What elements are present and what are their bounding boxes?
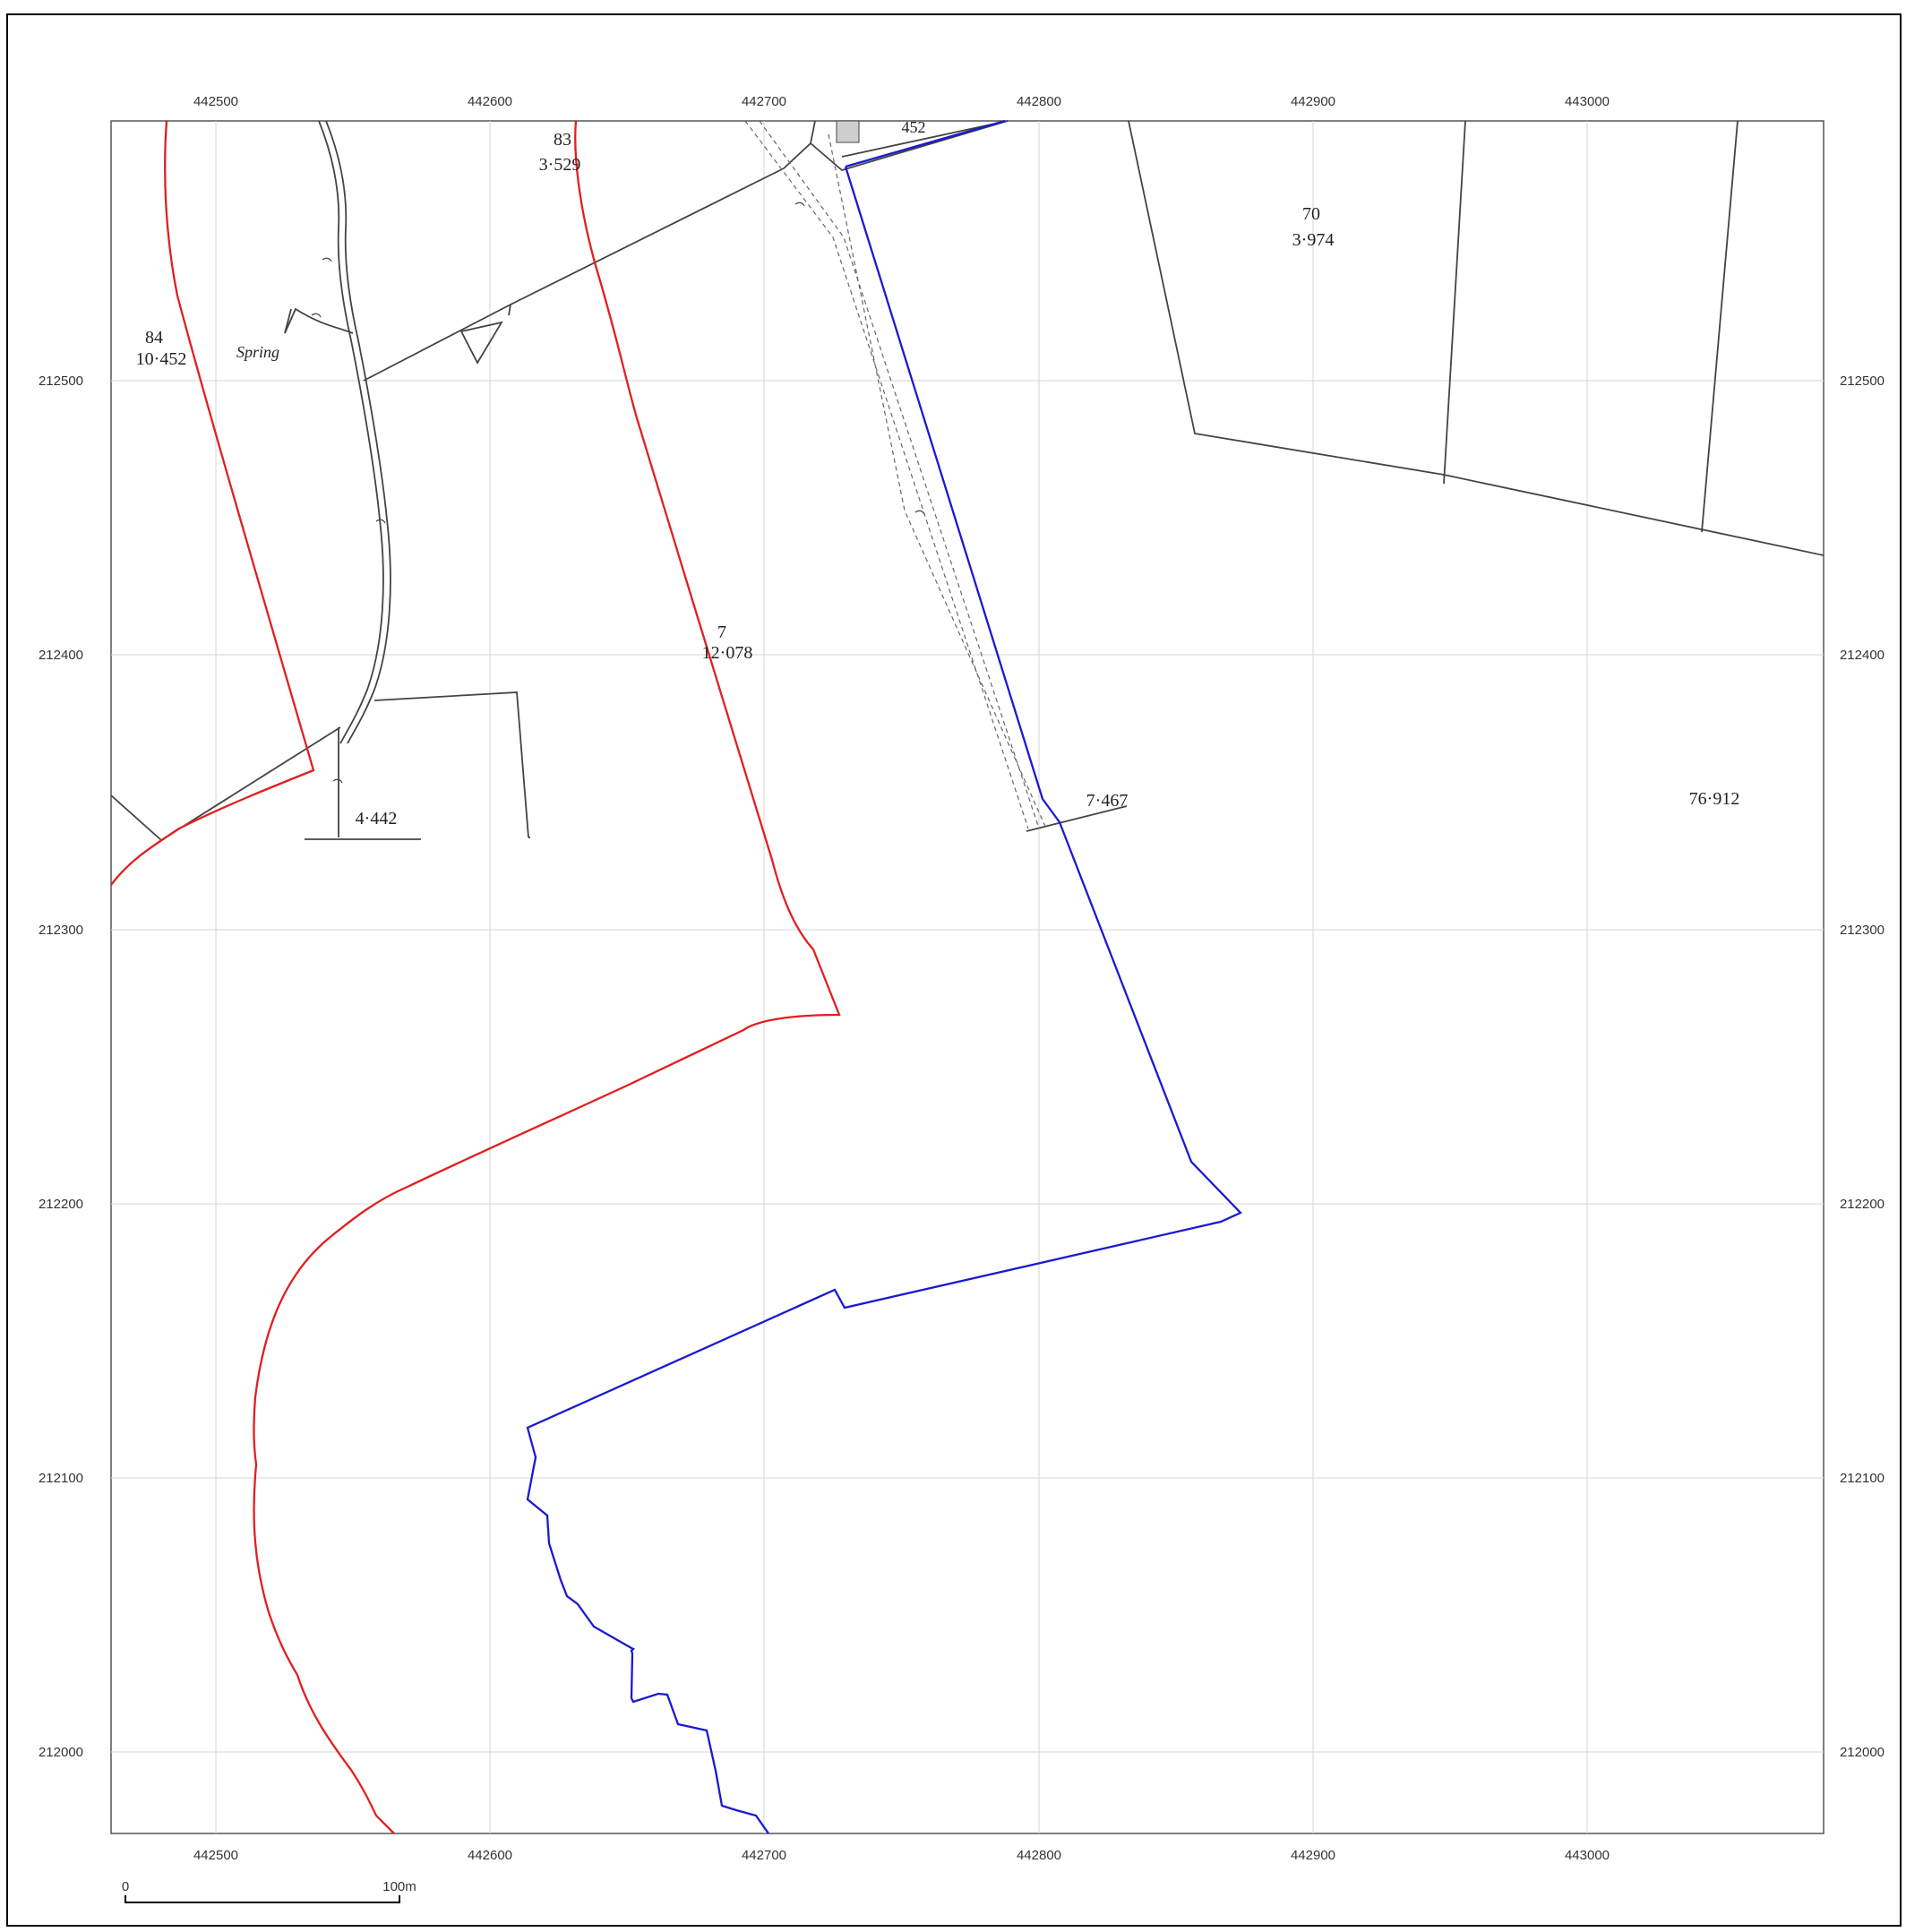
boundary-marks — [311, 202, 925, 784]
parcel-labels: 83 3·529 84 10·452 Spring 70 3·974 7 12·… — [136, 118, 1740, 829]
easting-labels-top: 442500 442600 442700 442800 442900 44300… — [193, 94, 1610, 109]
parcel-4442-area: 4·442 — [356, 809, 398, 829]
northing-tick-right: 212100 — [1840, 1471, 1885, 1486]
building — [836, 120, 860, 143]
northing-tick-left: 212400 — [39, 648, 83, 663]
northing-tick-right: 212000 — [1840, 1745, 1885, 1760]
spring-label: Spring — [236, 343, 279, 361]
scale-bar-line — [124, 1895, 400, 1903]
easting-tick-top: 443000 — [1565, 94, 1610, 109]
easting-tick-bottom: 442500 — [193, 1848, 238, 1863]
northing-tick-right: 212400 — [1840, 648, 1885, 663]
field-boundaries — [110, 120, 1824, 842]
blue-boundary[interactable] — [526, 119, 1242, 1834]
northing-labels-left: 212500 212400 212300 212200 212100 21200… — [39, 374, 83, 1760]
northing-tick-right: 212300 — [1840, 923, 1885, 938]
easting-tick-bottom: 442900 — [1291, 1848, 1335, 1863]
easting-tick-top: 442600 — [468, 94, 512, 109]
parcel-76912-area: 76·912 — [1689, 789, 1740, 809]
northing-labels-right: 212500 212400 212300 212200 212100 21200… — [1840, 374, 1885, 1760]
easting-tick-bottom: 443000 — [1565, 1848, 1610, 1863]
parcel-84-number: 84 — [145, 328, 163, 348]
track-dashed — [744, 120, 1047, 829]
scale-bar: 0 100m — [122, 1879, 416, 1903]
parcel-70-area: 3·974 — [1292, 230, 1335, 250]
northing-tick-left: 212000 — [39, 1745, 83, 1760]
scale-bar-start: 0 — [122, 1879, 129, 1894]
northing-tick-right: 212200 — [1840, 1197, 1885, 1212]
easting-tick-bottom: 442600 — [468, 1848, 512, 1863]
map-frame — [6, 13, 1902, 1927]
northing-tick-left: 212100 — [39, 1471, 83, 1486]
easting-tick-bottom: 442800 — [1017, 1848, 1061, 1863]
grid-lines — [111, 121, 1824, 1833]
parcel-452-label: 452 — [902, 118, 926, 136]
easting-labels-bottom: 442500 442600 442700 442800 442900 44300… — [193, 1848, 1610, 1863]
parcel-83-area: 3·529 — [539, 155, 581, 175]
parcel-7467-area: 7·467 — [1086, 791, 1129, 811]
scale-bar-end: 100m — [382, 1879, 416, 1894]
easting-tick-bottom: 442700 — [742, 1848, 786, 1863]
red-boundary — [110, 120, 841, 1834]
parcel-83-number: 83 — [554, 130, 571, 150]
northing-tick-right: 212500 — [1840, 374, 1885, 389]
parcel-7-number: 7 — [717, 623, 726, 642]
northing-tick-left: 212300 — [39, 923, 83, 938]
northing-tick-left: 212500 — [39, 374, 83, 389]
map-panel — [110, 120, 1824, 1834]
parcel-84-area: 10·452 — [136, 349, 187, 369]
easting-tick-top: 442900 — [1291, 94, 1335, 109]
easting-tick-top: 442500 — [193, 94, 238, 109]
easting-tick-top: 442700 — [742, 94, 786, 109]
northing-tick-left: 212200 — [39, 1197, 83, 1212]
parcel-7-area: 12·078 — [702, 643, 753, 663]
easting-tick-top: 442800 — [1017, 94, 1061, 109]
parcel-70-number: 70 — [1302, 204, 1320, 224]
